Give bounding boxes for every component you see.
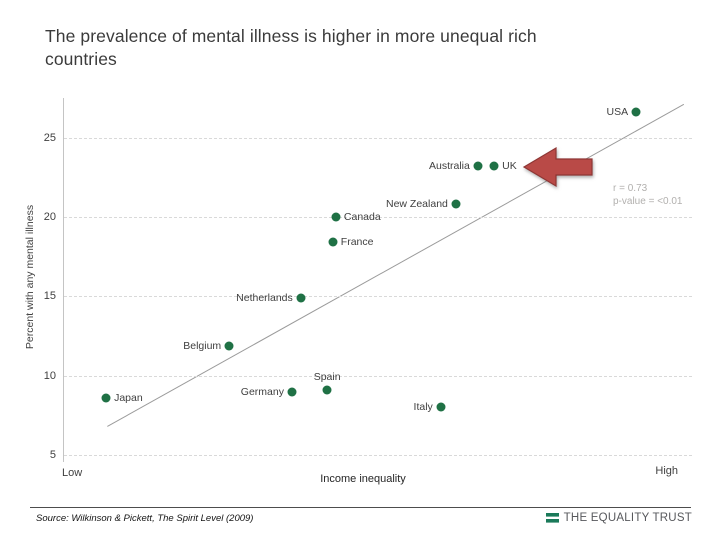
- data-point-belgium: [224, 341, 234, 351]
- y-axis-title: Percent with any mental illness: [24, 204, 36, 350]
- data-point-label-france: France: [340, 236, 374, 249]
- footer-divider: [30, 507, 691, 508]
- stat-r: r = 0.73: [613, 183, 648, 194]
- equality-trust-logo: THE EQUALITY TRUST: [545, 512, 692, 524]
- gridline-y-20: [64, 217, 692, 218]
- data-point-label-uk: UK: [502, 160, 517, 173]
- chart-title: The prevalence of mental illness is high…: [45, 26, 537, 69]
- data-point-label-australia: Australia: [429, 160, 470, 173]
- plot-area: r = 0.73 p-value = <0.01 5 10 15 20 25 Japan B…: [44, 98, 692, 462]
- x-axis-low-label: Low: [62, 467, 83, 479]
- x-axis-high-label: High: [655, 465, 678, 477]
- y-tick-label-5: 5: [49, 449, 56, 461]
- gridline-y-10: [64, 375, 692, 377]
- data-point-label-canada: Canada: [343, 211, 381, 223]
- y-tick-label-25: 25: [43, 131, 56, 144]
- data-point-canada: [331, 212, 341, 222]
- y-tick-label-10: 10: [43, 369, 56, 382]
- x-axis-title: Income inequality: [320, 473, 406, 485]
- data-point-label-germany: Germany: [240, 385, 284, 398]
- gridline-y-15: [64, 296, 692, 298]
- data-point-italy: [436, 402, 446, 412]
- data-point-label-new-zealand: New Zealand: [386, 198, 448, 211]
- data-point-uk: [489, 161, 499, 171]
- data-point-japan: [101, 393, 111, 403]
- gridline-y-5: [64, 455, 692, 456]
- gridline-y-25: [64, 137, 692, 139]
- y-tick-label-20: 20: [43, 211, 56, 223]
- correlation-stats: r = 0.73 p-value = <0.01: [613, 182, 683, 208]
- source-citation: Source: Wilkinson & Pickett, The Spirit …: [36, 513, 254, 524]
- data-point-france: [328, 237, 338, 247]
- data-point-new-zealand: [451, 199, 461, 209]
- stat-pvalue: p-value = <0.01: [613, 196, 683, 207]
- data-point-australia: [473, 161, 483, 171]
- data-point-netherlands: [296, 293, 306, 303]
- data-point-label-belgium: Belgium: [183, 339, 222, 352]
- data-point-usa: [631, 107, 641, 117]
- uk-highlight-arrow-icon: [522, 146, 593, 188]
- data-point-spain: [322, 385, 332, 395]
- data-point-label-usa: USA: [606, 106, 629, 119]
- data-point-label-italy: Italy: [413, 401, 433, 414]
- equals-bars-icon: [545, 513, 559, 523]
- data-point-label-japan: Japan: [114, 391, 143, 404]
- trend-line: [107, 103, 685, 427]
- y-tick-label-15: 15: [43, 290, 56, 303]
- data-point-label-netherlands: Netherlands: [236, 291, 293, 304]
- logo-text: THE EQUALITY TRUST: [563, 512, 692, 524]
- data-point-germany: [287, 387, 297, 397]
- data-point-label-spain: Spain: [313, 370, 341, 383]
